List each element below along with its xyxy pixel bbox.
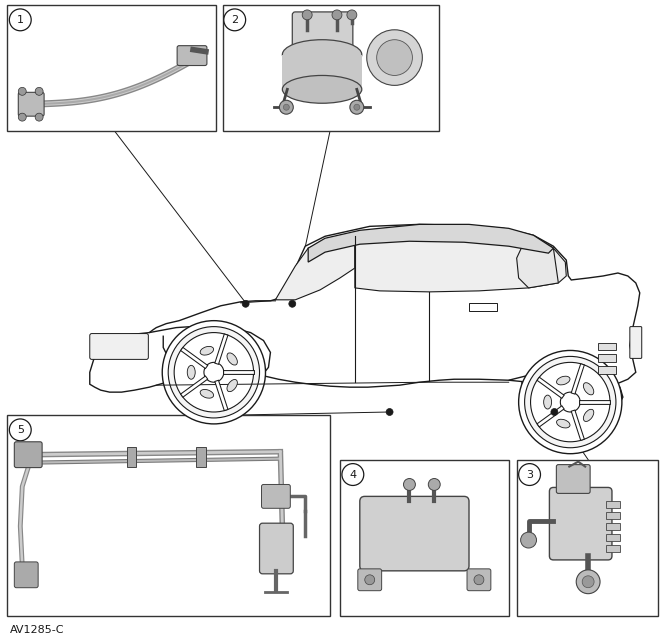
Circle shape [332,10,342,20]
Text: 5: 5 [17,425,24,435]
FancyBboxPatch shape [19,92,44,116]
Circle shape [386,408,393,415]
Circle shape [204,362,224,382]
Bar [469,303,497,311]
Circle shape [279,100,293,114]
Ellipse shape [227,353,237,365]
Bar [223,5,439,131]
Circle shape [577,570,600,594]
Circle shape [283,104,289,110]
Ellipse shape [283,39,362,69]
Bar [196,447,206,466]
Circle shape [404,478,416,490]
FancyBboxPatch shape [90,334,148,359]
Circle shape [289,300,296,307]
Polygon shape [90,224,640,392]
FancyBboxPatch shape [15,442,42,468]
Bar [606,523,620,530]
Circle shape [367,30,422,85]
Circle shape [19,87,26,96]
Circle shape [531,362,610,442]
Text: AV1285-C: AV1285-C [11,626,65,636]
Circle shape [19,113,26,121]
Text: 4: 4 [349,469,356,480]
Ellipse shape [200,347,213,355]
FancyBboxPatch shape [549,487,612,560]
Bar [606,545,620,552]
Bar [598,354,616,362]
Circle shape [242,300,249,307]
Bar [598,366,616,375]
Circle shape [347,10,357,20]
Circle shape [561,392,580,412]
Ellipse shape [557,376,570,385]
FancyBboxPatch shape [283,55,362,89]
Circle shape [551,408,558,415]
Circle shape [354,104,360,110]
Circle shape [519,464,541,485]
Ellipse shape [200,389,213,398]
Text: 1: 1 [17,15,24,25]
Ellipse shape [544,395,551,409]
FancyBboxPatch shape [15,562,38,588]
Circle shape [342,464,364,485]
Circle shape [428,478,440,490]
FancyBboxPatch shape [358,569,382,590]
Circle shape [162,320,265,424]
Circle shape [376,39,412,75]
Circle shape [350,100,364,114]
Bar [606,534,620,541]
Ellipse shape [583,383,594,395]
FancyBboxPatch shape [360,496,469,571]
Bar [7,5,216,131]
Bar [340,460,509,615]
Ellipse shape [283,75,362,103]
Circle shape [174,333,253,412]
Circle shape [224,9,245,31]
Circle shape [582,576,594,588]
Polygon shape [517,236,559,288]
FancyBboxPatch shape [293,12,353,55]
Bar [7,415,330,615]
Text: 2: 2 [231,15,238,25]
Polygon shape [355,226,567,292]
Circle shape [35,113,43,121]
Bar [598,343,616,350]
Ellipse shape [583,410,594,422]
FancyBboxPatch shape [259,523,293,574]
FancyBboxPatch shape [467,569,491,590]
FancyBboxPatch shape [261,485,291,508]
Bar [517,460,658,615]
Ellipse shape [227,380,237,392]
Circle shape [168,327,259,418]
Bar [606,512,620,519]
Circle shape [35,87,43,96]
Ellipse shape [557,419,570,428]
Circle shape [474,575,484,585]
Circle shape [302,10,312,20]
Bar [126,447,136,466]
Text: 3: 3 [526,469,533,480]
Circle shape [365,575,374,585]
FancyBboxPatch shape [557,464,590,494]
Ellipse shape [188,366,196,379]
Circle shape [9,9,31,31]
FancyBboxPatch shape [630,327,642,359]
Polygon shape [275,236,355,300]
FancyBboxPatch shape [177,46,207,66]
Circle shape [519,350,622,454]
Circle shape [521,532,537,548]
Circle shape [9,419,31,441]
Polygon shape [308,224,553,262]
Bar [606,501,620,508]
Circle shape [525,357,616,448]
